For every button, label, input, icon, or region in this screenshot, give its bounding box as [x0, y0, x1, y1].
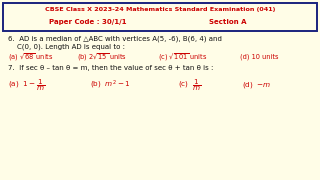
Text: 7.  If sec θ – tan θ = m, then the value of sec θ + tan θ is :: 7. If sec θ – tan θ = m, then the value … [8, 65, 213, 71]
Text: 6.  AD is a median of △ABC with vertices A(5, -6), B(6, 4) and: 6. AD is a median of △ABC with vertices … [8, 36, 222, 42]
Text: Paper Code : 30/1/1: Paper Code : 30/1/1 [49, 19, 127, 25]
Text: (c)  $\dfrac{1}{m}$: (c) $\dfrac{1}{m}$ [178, 77, 201, 93]
Text: (a) $\sqrt{68}$ units: (a) $\sqrt{68}$ units [8, 51, 54, 63]
Text: (c) $\sqrt{101}$ units: (c) $\sqrt{101}$ units [158, 51, 207, 63]
Text: CBSE Class X 2023-24 Mathematics Standard Examination (041): CBSE Class X 2023-24 Mathematics Standar… [45, 8, 275, 12]
Text: (a)  $1-\dfrac{1}{m}$: (a) $1-\dfrac{1}{m}$ [8, 77, 45, 93]
FancyBboxPatch shape [3, 3, 317, 31]
Text: (d)  $-m$: (d) $-m$ [242, 80, 271, 90]
Text: C(0, 0). Length AD is equal to :: C(0, 0). Length AD is equal to : [17, 44, 125, 50]
Text: Section A: Section A [209, 19, 247, 25]
Text: (b)  $m^{2}-1$: (b) $m^{2}-1$ [90, 79, 131, 91]
Text: (d) 10 units: (d) 10 units [240, 54, 278, 60]
Text: (b) $2\sqrt{15}$ units: (b) $2\sqrt{15}$ units [77, 51, 127, 63]
